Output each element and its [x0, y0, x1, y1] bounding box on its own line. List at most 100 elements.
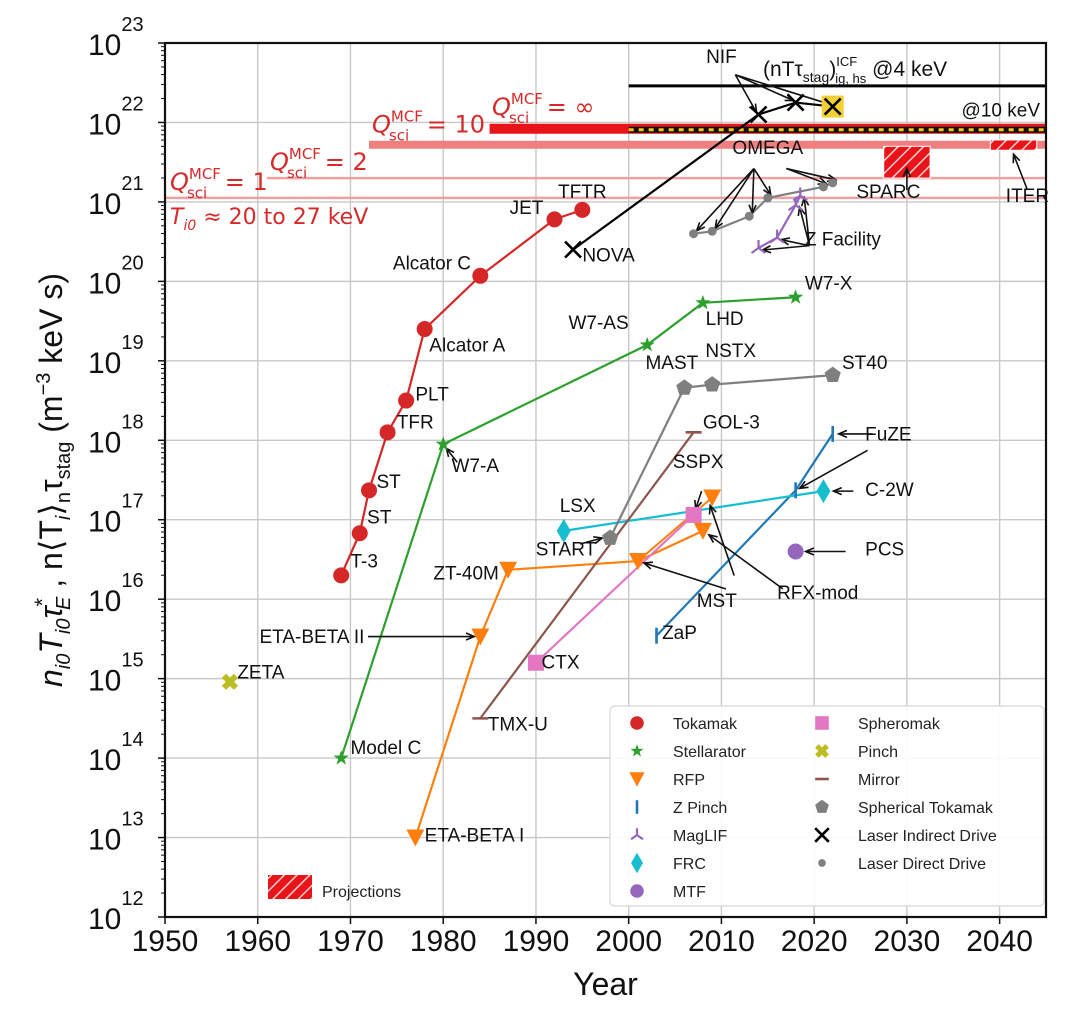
marker-laser-direct-drive: [744, 211, 754, 221]
y-tick-label: 1013: [88, 809, 144, 857]
marker-tokamak: [416, 321, 433, 338]
annotation-arrow: [799, 449, 869, 490]
point-label: MAST: [645, 353, 698, 374]
legend-label: Tokamak: [673, 716, 738, 733]
point-label: ETA-BETA II: [260, 627, 365, 648]
marker-spheromak: [685, 506, 702, 523]
legend-marker-pinch: [815, 744, 829, 758]
annotation-arrow: [735, 74, 794, 102]
legend-marker-spherical-tokamak: [815, 799, 829, 813]
marker-stellarator: [695, 294, 711, 310]
series-line-spheromak: [535, 514, 695, 664]
point-label: GOL-3: [703, 412, 760, 433]
point-label: SSPX: [673, 452, 724, 473]
legend-label: Spheromak: [858, 716, 941, 733]
arrow-head: [1012, 152, 1021, 164]
point-label: W7-AS: [568, 313, 628, 334]
series-line-mirror: [479, 431, 695, 720]
arrow-head: [836, 429, 848, 439]
plot-frame: [163, 41, 1048, 919]
y-axis-title: ni0Ti0τ*E , n⟨Ti⟩nτstag (m−3 keV s): [30, 273, 75, 687]
marker-laser-indirect-drive: [564, 240, 582, 259]
point-label: PLT: [415, 385, 449, 406]
legend-marker-spheromak: [815, 716, 829, 730]
projection-iter: [989, 139, 1038, 151]
y-tick-label: 1016: [88, 570, 144, 618]
arrow-head: [641, 561, 653, 570]
annotation-arrow: [709, 505, 735, 576]
point-label: T-3: [350, 551, 377, 572]
marker-laser-indirect-drive: [786, 93, 805, 112]
threshold-label: QMCF sci = 2: [270, 145, 368, 182]
annotation-arrow: [708, 534, 784, 590]
x-tick-label: 2040: [966, 925, 1033, 958]
point-label: ZETA: [237, 663, 284, 684]
series-line-spherical-tokamak: [609, 374, 833, 539]
threshold-label: QMCF sci = 10: [372, 108, 485, 145]
point-label: Alcator A: [429, 335, 505, 356]
point-label: NSTX: [705, 341, 756, 362]
arrow-head: [708, 503, 717, 515]
series-line-laser-indirect-drive: [572, 113, 760, 251]
legend-marker-mtf: [630, 884, 644, 898]
point-label: TFTR: [558, 182, 607, 203]
point-label: ZaP: [662, 623, 697, 644]
point-label: C-2W: [865, 480, 914, 501]
marker-tokamak: [546, 211, 563, 228]
annotation-arrow: [1012, 153, 1029, 191]
marker-stellarator: [788, 289, 804, 304]
projections-legend: Projections: [268, 875, 401, 901]
legend-label: Pinch: [858, 744, 898, 761]
arrow-head: [593, 536, 605, 545]
marker-tokamak: [333, 567, 350, 584]
marker-rfp: [703, 489, 722, 507]
legend-label: MTF: [673, 884, 706, 901]
annotation-arrow: [643, 562, 727, 590]
marker-spheromak: [527, 654, 544, 671]
point-label: NIF: [706, 47, 737, 68]
point-label: Alcator C: [393, 253, 471, 274]
point-label: TFR: [397, 412, 434, 433]
point-label: ZT-40M: [433, 563, 498, 584]
y-tick-label: 1014: [88, 729, 144, 777]
legend-marker-laser-indirect-drive: [814, 827, 830, 843]
point-label: START: [536, 539, 597, 560]
marker-rfp: [406, 829, 425, 847]
marker-tokamak: [472, 267, 489, 284]
marker-laser-direct-drive: [763, 193, 773, 203]
arrow-head: [803, 547, 815, 556]
x-tick-label: 2000: [595, 925, 662, 958]
y-tick-label: 1020: [88, 252, 144, 300]
point-label: TMX-U: [488, 714, 548, 735]
axis-titles: Year ni0Ti0τ*E , n⟨Ti⟩nτstag (m−3 keV s): [30, 273, 638, 1002]
marker-tokamak: [361, 482, 378, 499]
annotation-arrow: [803, 197, 811, 246]
legend-marker-rfp: [629, 772, 645, 787]
annotation-arrow: [714, 168, 755, 229]
marker-pinch: [221, 673, 239, 690]
x-tick-label: 1950: [132, 925, 199, 958]
point-label: W7-X: [805, 273, 853, 294]
annotation-arrow: [786, 167, 836, 181]
annotation-arrow: [751, 168, 755, 214]
threshold-label: QMCF sci = ∞: [492, 90, 595, 127]
legend-label: Z Pinch: [673, 800, 727, 817]
point-label: SPARC: [856, 182, 920, 203]
marker-frc: [816, 479, 831, 504]
y-tick-label: 1012: [88, 888, 144, 936]
point-label: OMEGA: [732, 138, 803, 159]
projections-legend-swatch: [268, 875, 312, 899]
marker-spherical-tokamak: [704, 376, 721, 392]
annotation-arrow: [734, 74, 758, 113]
marker-rfp: [693, 522, 712, 540]
annotation-arrow: [445, 447, 458, 463]
arrow-head: [831, 486, 843, 496]
x-tick-label: 1980: [410, 925, 477, 958]
marker-rfp: [471, 628, 490, 646]
annotation-arrow: [780, 238, 810, 247]
y-tick-label: 1015: [88, 650, 144, 698]
projections-legend-label: Projections: [322, 884, 401, 901]
point-label: CTX: [542, 652, 580, 673]
point-label: ST: [367, 508, 392, 529]
